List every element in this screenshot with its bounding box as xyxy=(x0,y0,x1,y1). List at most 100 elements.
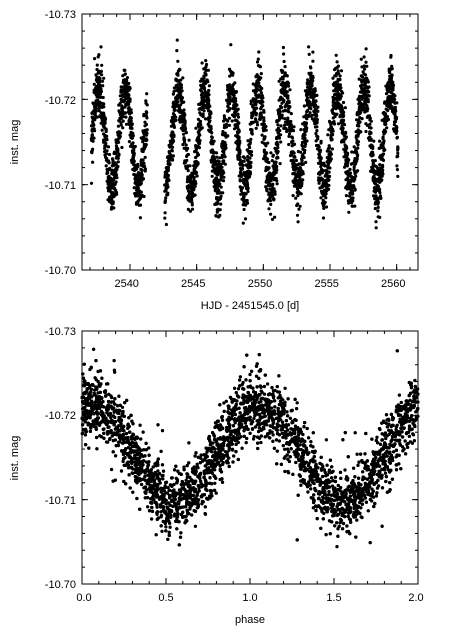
data-point xyxy=(286,118,290,122)
data-point xyxy=(208,129,212,133)
data-point xyxy=(275,150,279,154)
data-point xyxy=(305,96,309,100)
data-point xyxy=(224,146,228,150)
data-point xyxy=(243,217,248,221)
data-point xyxy=(292,163,296,167)
data-point xyxy=(199,123,203,127)
data-point xyxy=(341,126,345,130)
data-point xyxy=(281,87,285,91)
data-point xyxy=(281,69,285,73)
data-point xyxy=(91,147,95,151)
data-point xyxy=(230,86,234,90)
data-point xyxy=(396,154,400,158)
data-point xyxy=(355,157,359,161)
data-point xyxy=(374,220,378,224)
data-point xyxy=(172,113,177,117)
data-point xyxy=(220,169,224,173)
data-point xyxy=(364,103,368,107)
data-point xyxy=(197,136,201,140)
data-point xyxy=(124,115,128,119)
data-point xyxy=(129,111,133,115)
data-point xyxy=(128,115,132,119)
data-point xyxy=(300,181,304,185)
data-point xyxy=(233,123,237,127)
data-point xyxy=(343,162,348,166)
data-point xyxy=(322,206,326,210)
data-point xyxy=(176,79,180,83)
data-point xyxy=(98,77,102,81)
top-ytick-label-3: -10.70 xyxy=(45,265,76,277)
data-point xyxy=(322,161,326,165)
data-point xyxy=(100,128,104,132)
data-point xyxy=(355,112,359,116)
data-point xyxy=(255,88,259,92)
data-point xyxy=(277,98,281,102)
data-point xyxy=(246,155,250,159)
data-point xyxy=(93,113,97,117)
data-point xyxy=(106,186,110,190)
data-point xyxy=(210,135,214,139)
data-point xyxy=(114,144,118,148)
data-point xyxy=(166,155,170,159)
data-point xyxy=(119,111,123,115)
data-point xyxy=(281,91,285,95)
data-point xyxy=(256,84,260,88)
data-point xyxy=(167,158,171,162)
data-point xyxy=(296,149,300,154)
data-point xyxy=(194,155,198,160)
data-point xyxy=(326,176,330,180)
data-point xyxy=(363,67,367,71)
data-point xyxy=(281,45,285,50)
data-point xyxy=(270,159,274,163)
data-point xyxy=(93,57,97,61)
data-point xyxy=(222,119,226,123)
data-point xyxy=(90,138,94,142)
data-point xyxy=(294,196,298,200)
data-point xyxy=(339,121,343,125)
data-point xyxy=(278,129,282,133)
data-point xyxy=(390,67,394,71)
data-point xyxy=(321,216,326,220)
data-point xyxy=(217,172,222,176)
data-point xyxy=(212,139,216,143)
data-point xyxy=(362,55,366,59)
data-point xyxy=(254,113,258,117)
data-point xyxy=(228,74,232,78)
data-point xyxy=(338,86,342,90)
data-point xyxy=(306,101,310,105)
data-point xyxy=(100,105,104,109)
data-point xyxy=(374,172,378,176)
data-point xyxy=(174,97,178,101)
data-point xyxy=(257,50,261,54)
data-point xyxy=(344,135,348,139)
data-point xyxy=(384,84,388,88)
data-point xyxy=(292,125,296,129)
data-point xyxy=(307,52,311,57)
data-point xyxy=(300,154,304,158)
data-point xyxy=(115,166,119,171)
data-point xyxy=(250,111,254,115)
data-point xyxy=(125,90,129,94)
data-point xyxy=(237,129,241,133)
data-point xyxy=(278,162,282,166)
data-point xyxy=(129,108,133,112)
data-point xyxy=(126,110,131,114)
data-point xyxy=(102,114,106,118)
data-point xyxy=(383,111,387,115)
data-point xyxy=(284,126,288,131)
data-point xyxy=(173,101,177,105)
data-point xyxy=(94,88,99,92)
data-point xyxy=(201,114,205,119)
data-point xyxy=(192,167,196,171)
data-point xyxy=(171,158,175,162)
data-point xyxy=(362,105,366,109)
data-point xyxy=(119,114,123,118)
data-point xyxy=(349,162,353,166)
top-ytick-label-0: -10.73 xyxy=(45,9,76,21)
data-point xyxy=(248,145,252,150)
data-point xyxy=(204,65,208,69)
data-point xyxy=(90,128,94,132)
data-point xyxy=(183,120,187,124)
data-point xyxy=(97,105,102,109)
data-point xyxy=(237,152,241,156)
